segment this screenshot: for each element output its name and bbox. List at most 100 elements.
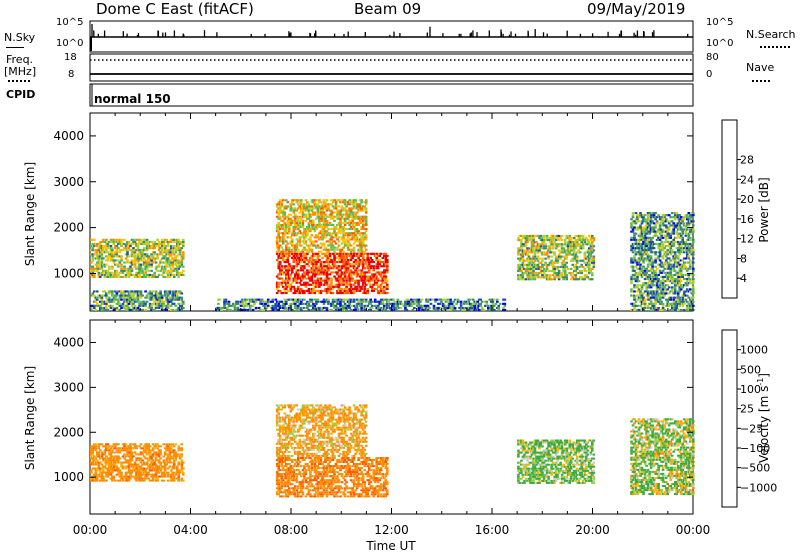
power-cell [307, 230, 311, 233]
power-cell [346, 304, 350, 307]
power-cell [524, 253, 528, 256]
power-cell [349, 259, 353, 262]
power-cell [312, 207, 315, 210]
power-cell [178, 261, 182, 264]
power-cell [588, 265, 591, 268]
power-cell [657, 294, 660, 297]
power-cell [358, 246, 362, 249]
power-cell [132, 238, 135, 241]
power-cell [312, 269, 315, 272]
power-cell [667, 236, 671, 239]
power-cell [640, 284, 644, 287]
power-cell [292, 254, 296, 257]
power-cell [297, 207, 300, 210]
power-cell [631, 308, 635, 311]
power-cell [547, 263, 550, 266]
power-cell [407, 300, 410, 303]
power-cell [136, 275, 140, 278]
power-cell [642, 296, 645, 299]
power-cell [298, 242, 302, 245]
power-cell [673, 288, 677, 291]
power-cell [327, 205, 330, 208]
power-cell [133, 263, 137, 266]
power-cell [378, 273, 381, 276]
power-cell [328, 213, 332, 216]
power-cell [648, 273, 651, 276]
power-cell [133, 306, 137, 309]
power-cell [153, 300, 156, 303]
power-cell [640, 269, 644, 272]
power-cell [327, 207, 330, 210]
power-cell [132, 249, 135, 252]
power-cell [319, 223, 323, 226]
power-cell [666, 230, 669, 233]
power-cell [645, 286, 648, 289]
power-cell [384, 254, 388, 257]
power-cell [673, 304, 677, 307]
power-cell [330, 203, 333, 206]
power-cell [383, 252, 386, 255]
power-cell [342, 238, 345, 241]
power-cell [352, 292, 356, 295]
power-cell [658, 284, 662, 287]
power-cell [277, 246, 280, 249]
power-cell [283, 217, 287, 220]
power-cell [354, 211, 357, 214]
power-cell [336, 256, 339, 259]
power-cell [102, 302, 105, 305]
power-cell [291, 298, 294, 301]
power-cell [141, 259, 144, 262]
power-cell [106, 255, 110, 258]
power-cell [145, 253, 149, 256]
power-cell [324, 219, 327, 222]
power-cell [175, 242, 179, 245]
power-cell [652, 292, 656, 295]
power-cell [646, 286, 650, 289]
power-cell [654, 257, 657, 260]
power-cell [676, 300, 680, 303]
power-cell [666, 263, 669, 266]
power-cell [651, 251, 654, 254]
power-cell [319, 263, 323, 266]
power-cell [300, 279, 303, 282]
power-cell [363, 232, 366, 235]
power-cell [689, 251, 692, 254]
power-cell [309, 300, 312, 303]
power-cell [545, 265, 549, 268]
power-cell [345, 283, 348, 286]
power-cell [286, 275, 290, 278]
power-cell [363, 238, 366, 241]
power-cell [340, 236, 344, 239]
power-cell [291, 219, 294, 222]
power-cell [301, 221, 305, 224]
power-cell [307, 209, 311, 212]
power-cell [277, 300, 280, 303]
power-cell [121, 304, 125, 307]
power-cell [233, 306, 237, 309]
power-cell [97, 294, 101, 297]
power-cell [494, 302, 498, 305]
power-cell [224, 300, 228, 303]
power-cell [657, 300, 660, 303]
power-cell [642, 282, 645, 285]
power-cell [591, 247, 594, 250]
power-cell [376, 267, 380, 270]
power-cell [120, 257, 123, 260]
power-cell [679, 265, 683, 268]
power-cell [643, 220, 647, 223]
power-cell [343, 277, 347, 280]
power-cell [280, 240, 283, 243]
power-cell [321, 267, 324, 270]
power-cell [266, 300, 270, 303]
power-cell [669, 259, 672, 262]
power-cell [275, 211, 279, 214]
power-cell [163, 238, 167, 241]
cpid-panel [89, 83, 694, 107]
power-cell [144, 308, 147, 311]
power-cell [634, 240, 638, 243]
power-cell [502, 308, 505, 311]
power-cell [163, 275, 167, 278]
power-cell [652, 278, 656, 281]
power-cell [673, 269, 677, 272]
power-cell [345, 252, 348, 255]
